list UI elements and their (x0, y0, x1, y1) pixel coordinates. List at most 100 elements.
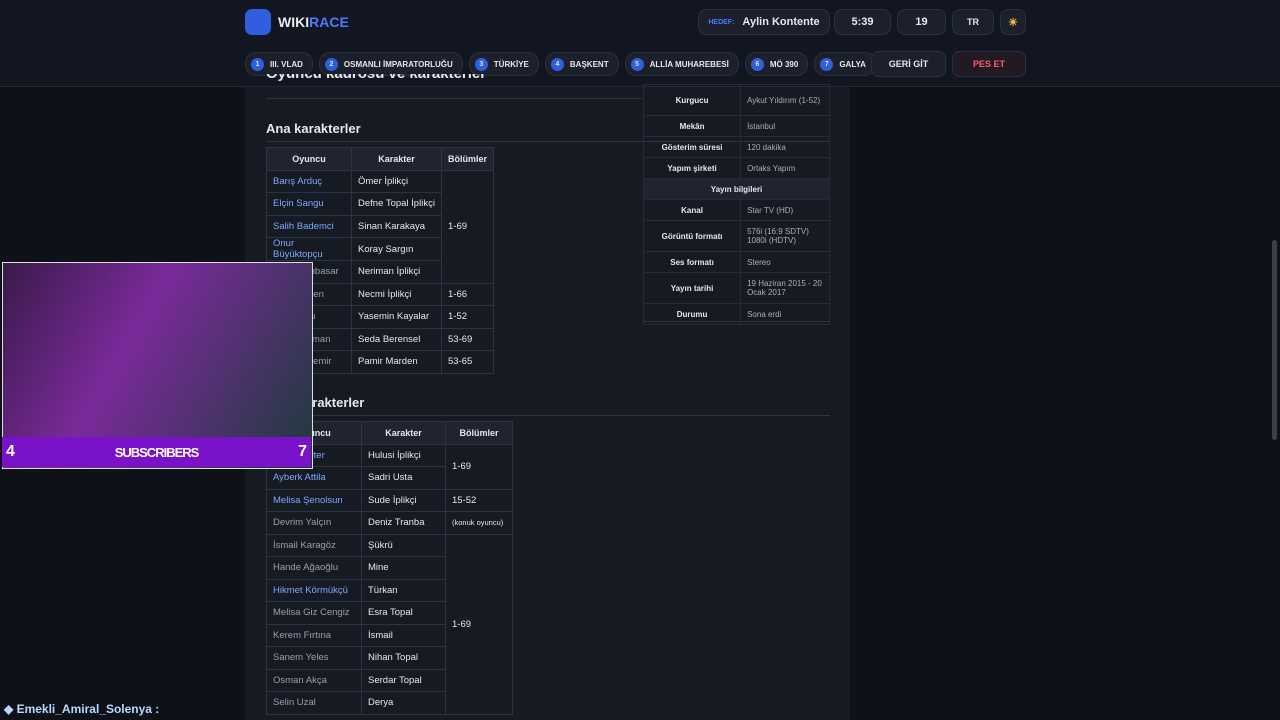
logo-a: WIKI (278, 14, 310, 30)
target-label: HEDEF: (708, 18, 735, 26)
character: Defne Topal İplikçi (351, 192, 442, 216)
row: Devrim Yalçın Deniz Tranba (konuk oyuncu) (266, 511, 513, 535)
back-button[interactable]: GERİ GİT (871, 51, 946, 77)
heading: Ana karakterler (266, 121, 361, 136)
info-row: Yapım şirketi Ortaks Yapım (642, 157, 830, 179)
timer: 5:39 (834, 9, 891, 35)
info-row: Kurgucu Aykut Yıldırım (1-52) (642, 84, 830, 116)
row: Elçin Sangu Defne Topal İplikçi (266, 192, 494, 216)
subscriber-banner: 4 SUBSCRIBERS 7 (2, 437, 311, 467)
actor[interactable]: Hikmet Körmükçü (266, 578, 362, 602)
target: HEDEF: Aylin Kontente (698, 9, 830, 35)
give-up-button[interactable]: PES ET (952, 51, 1026, 77)
info-row: Görüntü formatı 576i (16:9 SDTV) 1080i (H… (642, 220, 830, 252)
infobox: Kurgucu Aykut Yıldırım (1-52) Mekân İstanbu… (642, 84, 830, 325)
info-label: Mekân (642, 115, 742, 137)
row: Selin Uzal Derya (266, 691, 513, 715)
info-value: 120 dakika (740, 136, 830, 158)
info-value: 576i (16:9 SDTV) 1080i (HDTV) (740, 220, 830, 252)
header-row: Oyuncu Karakter Bölümler (266, 147, 495, 171)
step-number: 7 (820, 57, 834, 71)
row: Onur Büyüktopçu Koray Sargın (266, 237, 494, 261)
character: Sadri Usta (361, 466, 446, 490)
banner-text: SUBSCRIBERS (114, 444, 200, 460)
info-row: Kanal Star TV (HD) (642, 199, 830, 221)
step-label: TÜRKİYE (493, 59, 529, 69)
breadcrumb[interactable]: 4 BAŞKENT (544, 52, 619, 76)
row: Melisa Şenolsun Sude İplikçi 15-52 (266, 488, 513, 512)
actor: İsmail Karagöz (266, 533, 362, 557)
row: Hikmet Körmükçü Türkan (266, 578, 513, 602)
give-up-label: PES ET (972, 59, 1005, 69)
breadcrumb[interactable]: 7 GALYA (814, 52, 876, 76)
actor[interactable]: Barış Arduç (266, 169, 352, 193)
breadcrumb[interactable]: 6 MÖ 390 (744, 52, 809, 76)
column-header: Oyuncu (266, 147, 352, 171)
step-label: ALLİA MUHAREBESİ (649, 59, 729, 69)
character: Türkan (361, 578, 446, 602)
column-header: Karakter (351, 147, 442, 171)
logo-icon[interactable] (245, 9, 271, 35)
step-number: 3 (474, 57, 488, 71)
actor: Hande Ağaoğlu (266, 556, 362, 580)
character: Necmi İplikçi (351, 282, 442, 306)
character: Serdar Topal (361, 668, 446, 692)
scrollbar[interactable] (1272, 240, 1277, 440)
actor: Selin Uzal (266, 691, 362, 715)
column-header: Karakter (361, 421, 446, 445)
info-value: Star TV (HD) (740, 199, 830, 221)
actor[interactable]: Elçin Sangu (266, 192, 352, 216)
back-label: GERİ GİT (888, 59, 929, 69)
actor: Devrim Yalçın (266, 511, 362, 535)
character: Sude İplikçi (361, 488, 446, 512)
breadcrumb[interactable]: 2 OSMANLI İMPARATORLUĞU (318, 52, 463, 76)
actor[interactable]: Ayberk Attila (266, 466, 362, 490)
row: Barış Arduç Ömer İplikçi 1-69 (266, 169, 495, 284)
character: Sinan Karakaya (351, 214, 442, 238)
chat-user: Emekli_Amiral_Solenya : (16, 702, 160, 716)
actor[interactable]: Salih Bademci (266, 214, 352, 238)
character: Deniz Tranba (361, 511, 446, 535)
step-number: 6 (750, 57, 764, 71)
info-row: Gösterim süresi 120 dakika (642, 136, 830, 158)
breadcrumb[interactable]: 3 TÜRKİYE (468, 52, 539, 76)
info-row: Ses formatı Stereo (642, 251, 830, 273)
info-value: Ortaks Yapım (740, 157, 830, 179)
step-label: GALYA (839, 59, 866, 69)
character: İsmail (361, 623, 446, 647)
theme-toggle[interactable]: ☀ (1000, 9, 1026, 35)
breadcrumb[interactable]: 1 III. VLAD (245, 52, 313, 76)
info-value: Stereo (740, 251, 830, 273)
lang[interactable]: TR (952, 9, 994, 35)
logo-b: RACE (309, 14, 349, 30)
character: Koray Sargın (351, 237, 442, 261)
row: Osman Akça Serdar Topal (266, 668, 513, 692)
actor: Osman Akça (266, 668, 362, 692)
actor: Kerem Fırtına (266, 623, 362, 647)
character: Esra Topal (361, 601, 446, 625)
logo[interactable]: WIKIRACE (278, 14, 349, 30)
column-header: Bölümler (440, 147, 495, 171)
clicks-value: 19 (915, 16, 928, 28)
character: Yasemin Kayalar (351, 305, 442, 329)
actor[interactable]: Onur Büyüktopçu (266, 237, 352, 261)
info-row: Durumu Sona erdi (642, 303, 830, 325)
episodes: 15-52 (445, 488, 513, 512)
character: Ömer İplikçi (351, 169, 442, 193)
episodes: 1-69 (440, 169, 495, 284)
info-value: İstanbul (740, 115, 830, 137)
actor: Melisa Giz Cengiz (266, 601, 362, 625)
section-title: Oyuncu kadrosu ve karakterler (266, 74, 646, 87)
row: Ayberk Attila Sadri Usta (266, 466, 513, 490)
step-label: III. VLAD (270, 59, 303, 69)
row: Salih Bademci Sinan Karakaya (266, 214, 494, 238)
webcam-overlay (2, 262, 313, 469)
count-right: 7 (298, 443, 307, 460)
episodes: (konuk oyuncu) (445, 511, 513, 535)
actor[interactable]: Melisa Şenolsun (266, 488, 362, 512)
clicks: 19 (897, 9, 946, 35)
breadcrumbs: 1 III. VLAD 2 OSMANLI İMPARATORLUĞU 3 TÜRKİYE… (245, 52, 876, 76)
breadcrumb[interactable]: 5 ALLİA MUHAREBESİ (624, 52, 739, 76)
info-section: Yayın bilgileri (643, 178, 830, 200)
